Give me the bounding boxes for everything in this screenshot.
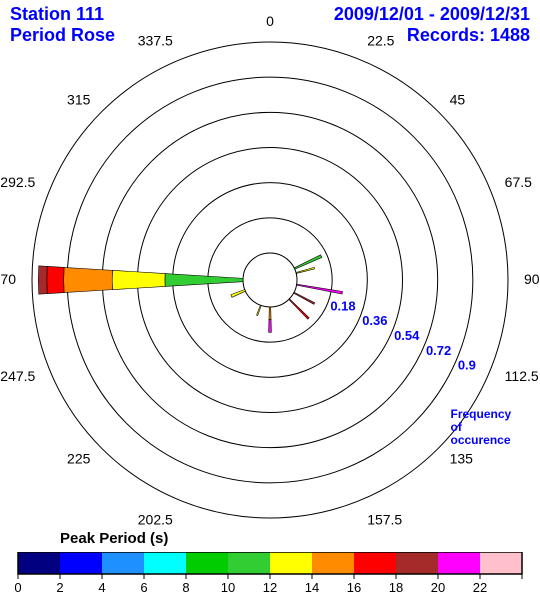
svg-text:315: 315 [67,91,91,107]
svg-text:90: 90 [524,271,540,287]
svg-text:225: 225 [67,451,91,467]
colorbar: 0 2 4 6 8 10 12 14 16 18 20 22 [0,552,540,600]
svg-text:Frequency: Frequency [451,407,512,421]
svg-text:occurence: occurence [451,433,511,447]
svg-text:2: 2 [56,580,63,595]
svg-text:14: 14 [305,580,319,595]
svg-text:157.5: 157.5 [367,512,402,528]
svg-text:10: 10 [221,580,235,595]
svg-text:270: 270 [0,271,16,287]
svg-text:22: 22 [473,580,487,595]
period-rose-chart: 0.18 0.36 0.54 0.72 0.9 Frequencyofoccurence 0… [0,0,540,530]
svg-text:16: 16 [347,580,361,595]
svg-text:292.5: 292.5 [0,174,35,190]
svg-text:0.72: 0.72 [426,343,451,358]
svg-text:0.9: 0.9 [458,358,476,373]
svg-text:20: 20 [431,580,445,595]
svg-text:4: 4 [98,580,105,595]
svg-text:22.5: 22.5 [367,32,394,48]
svg-text:337.5: 337.5 [138,32,173,48]
svg-text:of: of [451,420,463,434]
svg-text:18: 18 [389,580,403,595]
svg-text:112.5: 112.5 [505,368,539,384]
svg-text:8: 8 [182,580,189,595]
svg-text:0: 0 [266,13,274,29]
svg-text:247.5: 247.5 [0,368,35,384]
svg-text:67.5: 67.5 [505,174,532,190]
svg-text:0.54: 0.54 [394,328,420,343]
svg-text:135: 135 [450,451,474,467]
svg-text:12: 12 [263,580,277,595]
svg-text:202.5: 202.5 [138,512,173,528]
svg-text:45: 45 [450,91,466,107]
colorbar-title: Peak Period (s) [60,530,168,547]
svg-text:0.18: 0.18 [330,298,355,313]
svg-text:6: 6 [140,580,147,595]
svg-text:0.36: 0.36 [362,313,387,328]
svg-text:0: 0 [14,580,21,595]
